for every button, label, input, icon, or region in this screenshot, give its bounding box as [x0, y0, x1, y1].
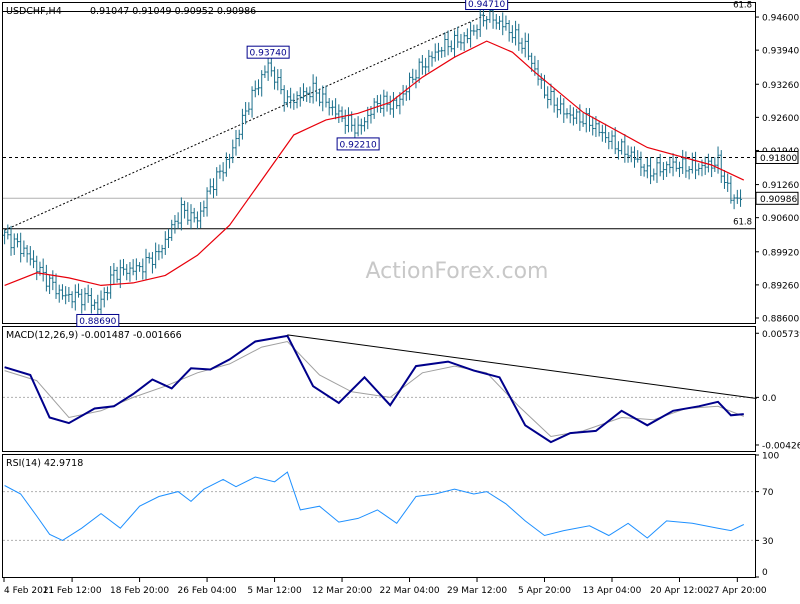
x-tick-label: 5 Apr 20:00 — [518, 586, 571, 596]
rsi-title: RSI(14) 42.9718 — [6, 458, 83, 469]
price-annotation-box — [76, 313, 120, 327]
level-price-tag: 0.91800 — [760, 154, 797, 164]
macd-y-label: 0.0 — [762, 394, 777, 404]
x-tick-label: 18 Feb 20:00 — [110, 586, 169, 596]
price-y-label: 0.92600 — [762, 114, 799, 124]
x-tick-label: 27 Apr 20:00 — [708, 586, 767, 596]
x-tick-label: 5 Mar 12:00 — [247, 586, 302, 596]
rsi-y-label: 30 — [762, 537, 774, 547]
x-tick-label: 11 Feb 12:00 — [43, 586, 102, 596]
price-y-label: 0.93260 — [762, 81, 799, 91]
x-tick-label: 13 Apr 04:00 — [583, 586, 642, 596]
price-annotation-label: 0.88690 — [79, 317, 116, 327]
x-tick-label: 22 Mar 04:00 — [379, 586, 439, 596]
moving-average-line — [4, 40, 745, 287]
x-tick-label: 26 Feb 04:00 — [178, 586, 237, 596]
fib-level-label: 61.8 — [733, 1, 752, 11]
price-annotation-label: 0.94710 — [468, 0, 505, 10]
price-annotation-box — [465, 0, 509, 11]
macd-title: MACD(12,26,9) -0.001487 -0.001666 — [6, 330, 182, 341]
price-y-label: 0.91260 — [762, 181, 799, 191]
price-annotation-box — [246, 45, 290, 59]
x-tick-label: 4 Feb 2021 — [4, 586, 54, 596]
macd-signal-line — [4, 340, 744, 438]
x-tick-label: 29 Mar 12:00 — [447, 586, 507, 596]
rsi-y-label: 70 — [762, 488, 774, 498]
current-price-tag: 0.90986 — [760, 195, 797, 205]
macd-main-line — [4, 334, 744, 444]
price-y-label: 0.88600 — [762, 314, 799, 324]
price-layer: 0.946000.939400.932600.926000.919400.912… — [3, 0, 799, 327]
price-y-label: 0.93940 — [762, 47, 799, 57]
rsi-layer: RSI(14) 42.9718 100 70 30 0 — [3, 452, 779, 578]
rsi-line — [4, 471, 745, 541]
price-y-label: 0.90600 — [762, 214, 799, 224]
macd-y-label: 0.005739 — [762, 330, 800, 340]
macd-y-label: -0.004261 — [762, 441, 800, 451]
current-price-tag-box — [755, 191, 799, 205]
price-y-label: 0.94600 — [762, 14, 799, 24]
price-y-label: 0.89260 — [762, 281, 799, 291]
rsi-y-label: 0 — [762, 568, 768, 578]
price-annotation-box — [336, 137, 380, 151]
price-annotation-label: 0.93740 — [250, 49, 287, 59]
macd-panel — [2, 326, 756, 452]
price-y-label: 0.89920 — [762, 248, 799, 258]
fib-level-label: 61.8 — [733, 218, 752, 228]
rsi-panel — [2, 454, 756, 578]
level-price-tag-box — [755, 150, 799, 164]
x-tick-label: 20 Apr 12:00 — [650, 586, 709, 596]
macd-layer: MACD(12,26,9) -0.001487 -0.001666 0.00573… — [3, 330, 800, 451]
rsi-y-label: 100 — [762, 452, 779, 462]
x-tick-label: 12 Mar 20:00 — [312, 586, 372, 596]
price-annotation-label: 0.92210 — [340, 140, 377, 150]
macd-trendline — [287, 334, 757, 399]
watermark: ActionForex.com — [366, 259, 549, 284]
